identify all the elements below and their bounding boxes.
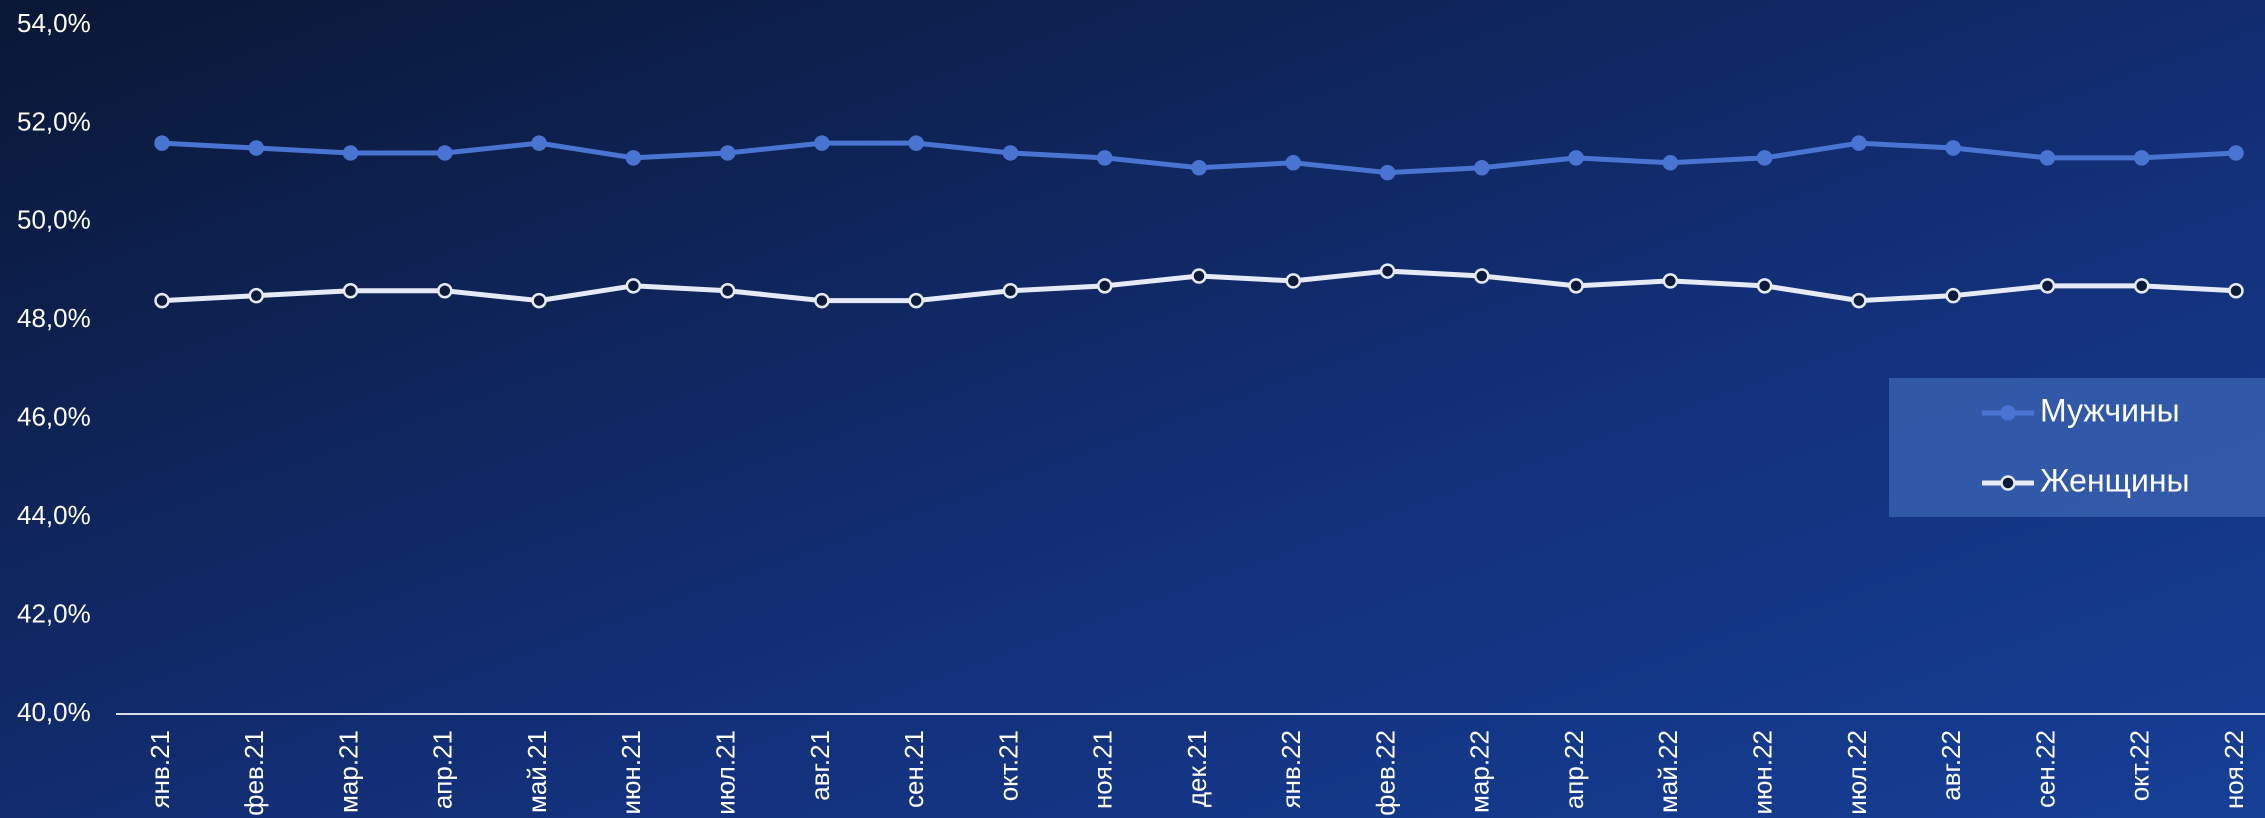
x-tick-label: июл.22 bbox=[1842, 730, 1872, 815]
x-tick-label: май.21 bbox=[522, 730, 552, 813]
y-tick-label: 44,0% bbox=[17, 500, 91, 530]
data-point bbox=[1002, 145, 1019, 161]
x-tick-label: июл.21 bbox=[711, 730, 741, 815]
data-point bbox=[248, 140, 265, 156]
legend-marker bbox=[2000, 405, 2016, 421]
y-tick-label: 54,0% bbox=[17, 8, 91, 38]
x-tick-label: апр.22 bbox=[1559, 730, 1589, 809]
data-point bbox=[2133, 150, 2150, 166]
legend-box bbox=[1889, 378, 2265, 517]
y-tick-label: 46,0% bbox=[17, 402, 91, 432]
x-tick-label: май.22 bbox=[1653, 730, 1683, 813]
x-tick-label: июн.22 bbox=[1748, 730, 1778, 815]
data-point bbox=[248, 287, 265, 304]
data-point bbox=[1756, 278, 1773, 294]
data-point bbox=[2228, 283, 2244, 299]
y-tick-label: 40,0% bbox=[17, 697, 91, 727]
x-tick-label: фев.22 bbox=[1370, 730, 1400, 816]
data-point bbox=[1285, 155, 1302, 171]
y-tick-label: 48,0% bbox=[17, 303, 91, 333]
legend-label: Мужчины bbox=[2040, 392, 2180, 428]
data-point bbox=[2039, 278, 2056, 294]
x-tick-label: окт.22 bbox=[2125, 730, 2155, 801]
data-point bbox=[1945, 287, 1961, 304]
data-point bbox=[1851, 292, 1867, 309]
data-point bbox=[342, 283, 359, 299]
data-point bbox=[1756, 150, 1773, 166]
data-point bbox=[1096, 278, 1113, 294]
x-tick-label: янв.22 bbox=[1276, 730, 1306, 808]
x-tick-label: сен.21 bbox=[899, 730, 929, 808]
data-point bbox=[625, 278, 642, 294]
data-point bbox=[1945, 140, 1961, 156]
y-tick-label: 52,0% bbox=[17, 106, 91, 136]
data-point bbox=[531, 292, 547, 309]
data-point bbox=[531, 135, 547, 151]
x-tick-label: авг.22 bbox=[1936, 730, 1966, 801]
data-point bbox=[1379, 164, 1396, 181]
data-point bbox=[625, 150, 642, 166]
data-point bbox=[1191, 268, 1207, 284]
x-tick-label: ноя.22 bbox=[2219, 730, 2249, 809]
data-point bbox=[1662, 155, 1679, 171]
x-tick-label: июн.21 bbox=[616, 730, 646, 815]
x-tick-label: апр.21 bbox=[428, 730, 458, 809]
data-point bbox=[1379, 263, 1396, 279]
data-point bbox=[1191, 159, 1207, 176]
data-point bbox=[2133, 278, 2150, 294]
x-tick-label: сен.22 bbox=[2030, 730, 2060, 808]
data-point bbox=[2228, 145, 2244, 161]
data-point bbox=[154, 292, 170, 309]
data-point bbox=[2039, 150, 2056, 166]
x-tick-label: янв.21 bbox=[145, 730, 175, 808]
x-tick-label: мар.22 bbox=[1465, 730, 1495, 813]
data-point bbox=[1474, 268, 1490, 284]
x-tick-label: дек.21 bbox=[1182, 730, 1212, 807]
data-point bbox=[1285, 273, 1302, 289]
data-point bbox=[1662, 273, 1679, 289]
data-point bbox=[814, 135, 830, 151]
x-tick-label: авг.21 bbox=[805, 730, 835, 801]
data-point bbox=[1096, 150, 1113, 166]
data-point bbox=[1568, 150, 1584, 166]
y-tick-label: 42,0% bbox=[17, 598, 91, 628]
legend-label: Женщины bbox=[2040, 462, 2190, 498]
data-point bbox=[814, 292, 830, 309]
data-point bbox=[342, 145, 359, 161]
data-point bbox=[154, 135, 170, 151]
x-tick-label: ноя.21 bbox=[1088, 730, 1118, 809]
y-tick-label: 50,0% bbox=[17, 205, 91, 235]
data-point bbox=[1851, 135, 1867, 151]
data-point bbox=[437, 283, 453, 299]
data-point bbox=[1002, 283, 1019, 299]
data-point bbox=[908, 292, 924, 309]
legend-marker bbox=[2000, 475, 2016, 491]
x-tick-label: мар.21 bbox=[333, 730, 363, 813]
data-point bbox=[437, 145, 453, 161]
data-point bbox=[719, 145, 736, 161]
data-point bbox=[1474, 159, 1490, 176]
data-point bbox=[908, 135, 924, 151]
data-point bbox=[1568, 278, 1584, 294]
x-tick-label: фев.21 bbox=[239, 730, 269, 816]
data-point bbox=[719, 283, 736, 299]
x-tick-label: окт.21 bbox=[993, 730, 1023, 801]
